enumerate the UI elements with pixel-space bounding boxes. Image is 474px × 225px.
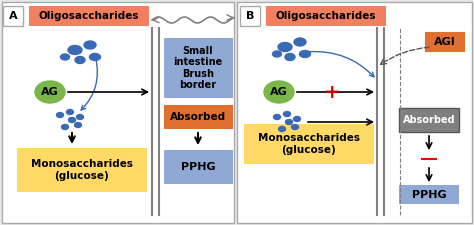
Ellipse shape xyxy=(283,112,291,117)
Ellipse shape xyxy=(69,117,75,122)
Text: AGI: AGI xyxy=(434,37,456,47)
Ellipse shape xyxy=(90,54,100,61)
Text: Absorbed: Absorbed xyxy=(170,112,226,122)
Ellipse shape xyxy=(278,43,292,52)
Ellipse shape xyxy=(61,54,70,60)
FancyBboxPatch shape xyxy=(244,124,374,164)
Ellipse shape xyxy=(74,122,82,128)
Text: Monosaccharides
(glucose): Monosaccharides (glucose) xyxy=(31,159,133,181)
Ellipse shape xyxy=(294,38,306,46)
Text: PPHG: PPHG xyxy=(181,162,215,172)
FancyBboxPatch shape xyxy=(164,105,233,129)
Ellipse shape xyxy=(56,112,64,117)
Ellipse shape xyxy=(285,54,295,61)
FancyBboxPatch shape xyxy=(237,2,472,223)
Text: AG: AG xyxy=(41,87,59,97)
FancyBboxPatch shape xyxy=(426,33,464,51)
Ellipse shape xyxy=(422,154,436,164)
Text: A: A xyxy=(9,11,18,21)
Ellipse shape xyxy=(300,50,310,58)
FancyBboxPatch shape xyxy=(399,185,459,204)
Text: +: + xyxy=(324,83,340,101)
Text: Small
intestine
Brush
border: Small intestine Brush border xyxy=(173,46,223,90)
Text: AG: AG xyxy=(270,87,288,97)
Ellipse shape xyxy=(84,41,96,49)
FancyBboxPatch shape xyxy=(17,148,147,192)
Ellipse shape xyxy=(264,81,294,103)
FancyBboxPatch shape xyxy=(266,6,386,26)
Ellipse shape xyxy=(35,81,65,103)
Ellipse shape xyxy=(75,56,85,63)
FancyBboxPatch shape xyxy=(164,38,233,98)
Text: PPHG: PPHG xyxy=(412,190,447,200)
Ellipse shape xyxy=(293,117,301,122)
FancyArrowPatch shape xyxy=(308,52,374,77)
Ellipse shape xyxy=(273,115,281,119)
FancyBboxPatch shape xyxy=(29,6,149,26)
Ellipse shape xyxy=(62,124,69,130)
FancyBboxPatch shape xyxy=(3,6,23,26)
FancyBboxPatch shape xyxy=(399,108,459,132)
Ellipse shape xyxy=(273,51,282,57)
Text: Monosaccharides
(glucose): Monosaccharides (glucose) xyxy=(258,133,360,155)
Text: Absorbed: Absorbed xyxy=(403,115,456,125)
Text: Oligosaccharides: Oligosaccharides xyxy=(276,11,376,21)
Ellipse shape xyxy=(279,126,285,131)
FancyArrowPatch shape xyxy=(81,58,97,110)
Ellipse shape xyxy=(76,115,83,119)
Ellipse shape xyxy=(285,119,292,124)
FancyBboxPatch shape xyxy=(2,2,234,223)
FancyBboxPatch shape xyxy=(240,6,260,26)
FancyBboxPatch shape xyxy=(164,150,233,184)
Text: Oligosaccharides: Oligosaccharides xyxy=(39,11,139,21)
Text: B: B xyxy=(246,11,254,21)
Ellipse shape xyxy=(68,45,82,54)
Ellipse shape xyxy=(66,110,73,115)
Ellipse shape xyxy=(292,124,299,130)
